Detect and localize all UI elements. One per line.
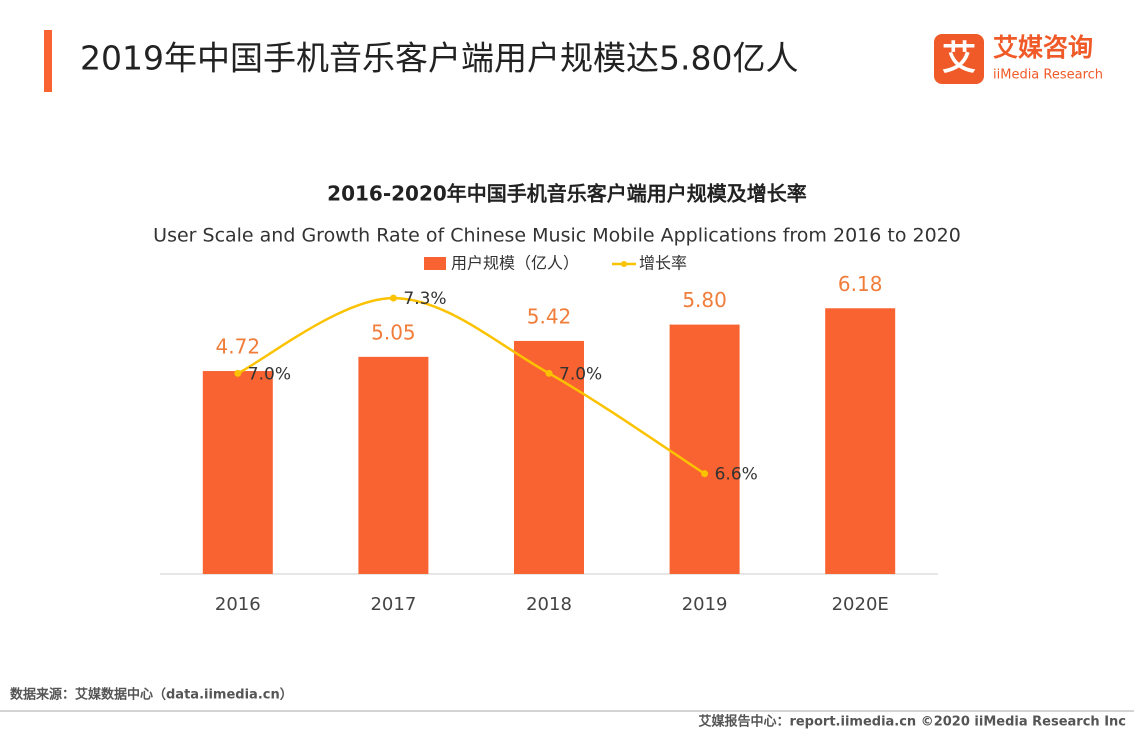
bar xyxy=(669,324,740,574)
page-title: 2019年中国手机音乐客户端用户规模达5.80亿人 xyxy=(80,39,798,78)
logo-glyph: 艾 xyxy=(942,39,976,79)
chart-subtitle: User Scale and Growth Rate of Chinese Mu… xyxy=(153,225,961,247)
legend-swatch xyxy=(424,257,446,270)
x-tick-label: 2018 xyxy=(526,594,572,615)
growth-line xyxy=(237,296,706,475)
line-value-label: 6.6% xyxy=(715,465,758,485)
legend-dot xyxy=(621,261,627,267)
logo-icon xyxy=(934,34,984,84)
x-tick-label: 2019 xyxy=(682,594,728,615)
legend-label: 增长率 xyxy=(639,254,687,273)
copyright: 艾媒报告中心：report.iimedia.cn ©2020 iiMedia R… xyxy=(698,714,1126,730)
bar xyxy=(202,371,273,574)
logo-cn: 艾媒咨询 xyxy=(993,33,1093,62)
x-tick-label: 2017 xyxy=(370,594,416,615)
line-value-label: 7.0% xyxy=(248,364,291,384)
bar xyxy=(358,356,429,574)
bar-value-label: 5.42 xyxy=(527,304,572,328)
line-point xyxy=(234,369,242,377)
bar xyxy=(825,308,896,574)
bar-value-label: 5.05 xyxy=(371,320,416,344)
line-point xyxy=(389,294,397,302)
line-value-label: 7.3% xyxy=(403,289,446,309)
source: 数据来源：艾媒数据中心（data.iimedia.cn） xyxy=(10,687,293,703)
line-point xyxy=(545,369,553,377)
x-tick-label: 2016 xyxy=(215,594,261,615)
line-value-label: 7.0% xyxy=(559,364,602,384)
bar-value-label: 5.80 xyxy=(682,288,727,312)
title-accent xyxy=(44,30,52,92)
bar xyxy=(514,340,584,574)
line-point xyxy=(701,470,709,478)
x-tick-label: 2020E xyxy=(832,594,889,615)
logo-en: iiMedia Research xyxy=(993,68,1103,83)
bar-value-label: 6.18 xyxy=(838,272,883,296)
legend-label: 用户规模（亿人） xyxy=(451,254,579,273)
bar-value-label: 4.72 xyxy=(216,335,261,359)
chart-title: 2016-2020年中国手机音乐客户端用户规模及增长率 xyxy=(327,182,807,206)
